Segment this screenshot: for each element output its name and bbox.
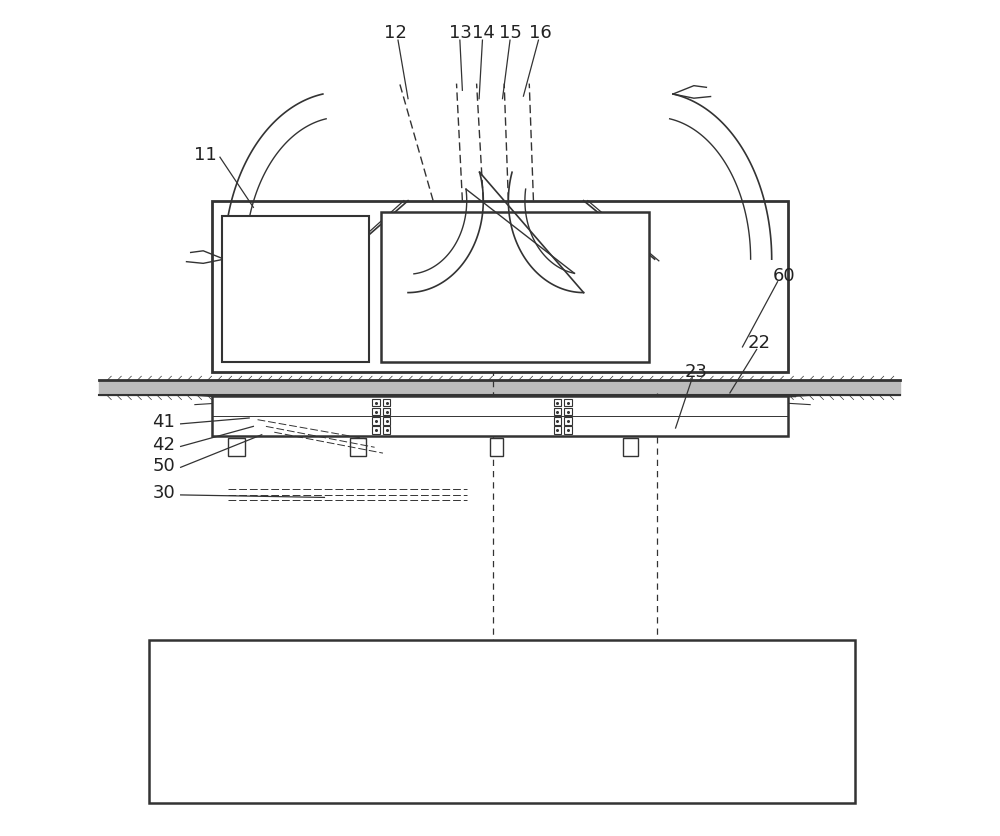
Bar — [383, 399, 390, 406]
Text: 50: 50 — [153, 456, 175, 475]
Text: 22: 22 — [748, 334, 771, 352]
Bar — [564, 408, 572, 415]
Bar — [564, 417, 572, 425]
Bar — [554, 408, 561, 415]
Bar — [623, 438, 638, 456]
Bar — [372, 426, 380, 434]
Text: 14: 14 — [472, 24, 495, 43]
Bar — [372, 417, 380, 425]
Bar — [383, 426, 390, 434]
Bar — [350, 438, 366, 456]
Text: 12: 12 — [384, 24, 407, 43]
Bar — [346, 395, 363, 404]
Bar — [490, 438, 503, 456]
Bar — [634, 395, 650, 404]
Bar — [212, 396, 788, 436]
Bar — [383, 408, 390, 415]
Text: 13: 13 — [449, 24, 472, 43]
Text: 15: 15 — [499, 24, 522, 43]
Bar — [222, 216, 369, 362]
Text: 60: 60 — [773, 267, 796, 285]
Bar — [564, 426, 572, 434]
Text: 11: 11 — [194, 145, 217, 164]
Bar — [666, 395, 682, 404]
Text: 23: 23 — [685, 363, 708, 381]
Bar — [372, 408, 380, 415]
Bar — [212, 201, 788, 372]
Bar — [228, 438, 245, 456]
Text: 16: 16 — [529, 24, 552, 43]
Bar — [383, 417, 390, 425]
Bar — [314, 395, 331, 404]
Bar — [554, 426, 561, 434]
Text: 41: 41 — [152, 413, 175, 431]
Bar — [564, 399, 572, 406]
Text: 30: 30 — [153, 484, 175, 502]
Bar — [149, 640, 855, 803]
Bar — [372, 399, 380, 406]
Text: 42: 42 — [152, 436, 175, 454]
Bar — [554, 399, 561, 406]
Bar — [381, 212, 649, 362]
Bar — [554, 417, 561, 425]
